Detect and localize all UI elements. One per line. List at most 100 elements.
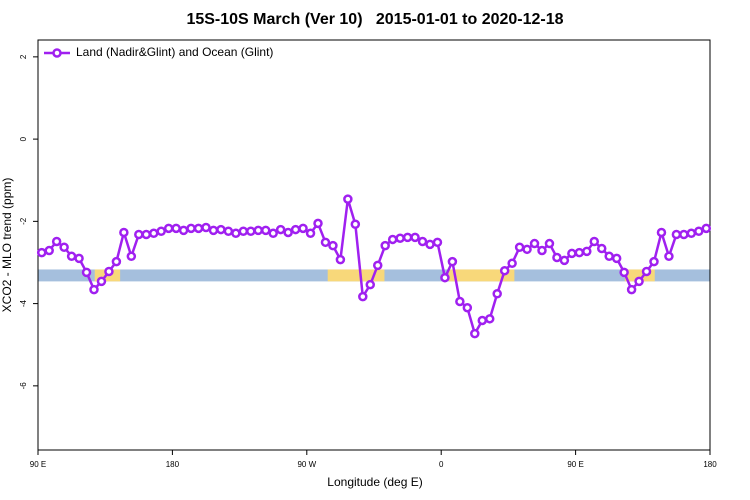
y-tick-label: -4 — [19, 299, 28, 307]
data-point — [320, 237, 331, 248]
data-point — [148, 228, 159, 239]
land-band — [327, 269, 385, 282]
data-point — [119, 227, 129, 238]
data-point — [343, 194, 353, 204]
data-point — [507, 258, 517, 269]
data-point — [283, 227, 293, 238]
data-point — [81, 267, 92, 278]
data-point — [275, 224, 286, 235]
data-point — [246, 226, 256, 236]
data-point — [484, 314, 495, 324]
data-point — [477, 315, 488, 326]
data-point — [380, 240, 390, 251]
data-point — [417, 236, 428, 247]
data-point — [74, 253, 84, 264]
data-point — [641, 266, 652, 277]
data-point — [350, 219, 361, 229]
data-point — [372, 260, 383, 271]
data-point — [679, 229, 689, 240]
data-point — [529, 238, 540, 249]
data-point — [664, 251, 674, 262]
data-point — [163, 223, 174, 234]
data-point — [656, 227, 667, 238]
data-point — [492, 288, 502, 299]
data-point — [462, 302, 473, 313]
data-point — [208, 225, 219, 236]
legend-marker — [52, 48, 62, 58]
data-point — [611, 253, 622, 264]
data-point — [619, 267, 629, 278]
data-point — [59, 242, 69, 253]
x-tick-label: 180 — [166, 460, 180, 469]
data-point — [440, 272, 450, 283]
data-point — [193, 223, 204, 234]
data-point — [694, 226, 704, 236]
data-point — [425, 239, 435, 250]
x-tick-label: 0 — [439, 460, 444, 469]
data-point — [552, 252, 562, 263]
data-point — [686, 228, 697, 239]
data-point — [111, 256, 122, 267]
data-point — [604, 251, 614, 262]
chart-title: 15S-10S March (Ver 10) 2015-01-01 to 202… — [186, 11, 563, 28]
data-point — [455, 296, 465, 307]
y-tick-label: 0 — [19, 136, 28, 141]
data-point — [305, 228, 316, 239]
data-point — [89, 284, 99, 295]
data-point — [671, 229, 682, 240]
data-point — [514, 242, 525, 253]
data-point — [544, 238, 555, 249]
data-point — [253, 225, 264, 236]
data-point — [649, 256, 659, 267]
data-point — [238, 226, 249, 236]
y-tick-label: -2 — [19, 217, 28, 225]
x-tick-label: 90 E — [30, 460, 46, 469]
data-point — [626, 284, 637, 295]
data-point — [201, 222, 211, 233]
data-point — [268, 228, 278, 239]
data-point — [701, 223, 712, 234]
data-point — [596, 243, 607, 254]
data-point — [402, 232, 413, 243]
data-point — [126, 251, 137, 262]
data-point — [559, 255, 570, 266]
data-point — [358, 291, 368, 302]
data-point — [104, 266, 114, 277]
data-point — [298, 223, 308, 234]
data-point — [178, 225, 189, 236]
data-point — [365, 279, 376, 290]
data-point — [44, 245, 54, 256]
data-point — [231, 228, 241, 239]
x-tick-label: 90 E — [567, 460, 583, 469]
data-point — [223, 226, 234, 236]
x-axis-label: Longitude (deg E) — [327, 475, 422, 489]
data-point — [499, 265, 510, 276]
legend-label: Land (Nadir&Glint) and Ocean (Glint) — [76, 45, 273, 59]
data-point — [141, 229, 152, 240]
data-point — [186, 223, 196, 234]
data-point — [313, 218, 323, 229]
data-point — [171, 223, 181, 234]
land-band — [624, 269, 655, 282]
data-point — [537, 245, 547, 256]
data-point — [96, 276, 107, 287]
data-point — [36, 247, 47, 258]
data-point — [589, 236, 600, 247]
data-point — [290, 224, 301, 235]
land-band — [448, 269, 515, 282]
data-point — [328, 240, 338, 251]
x-tick-label: 90 W — [297, 460, 316, 469]
data-point — [134, 229, 144, 240]
y-tick-label: -6 — [19, 382, 28, 390]
x-tick-label: 180 — [703, 460, 717, 469]
data-point — [582, 246, 592, 257]
data-point — [51, 236, 62, 247]
plot-frame — [37, 39, 711, 451]
data-point — [410, 232, 420, 243]
data-point — [522, 244, 532, 255]
data-point — [156, 226, 166, 236]
data-point — [470, 328, 480, 339]
data-point — [432, 237, 443, 248]
y-axis-label: XCO2 - MLO trend (ppm) — [0, 178, 14, 313]
